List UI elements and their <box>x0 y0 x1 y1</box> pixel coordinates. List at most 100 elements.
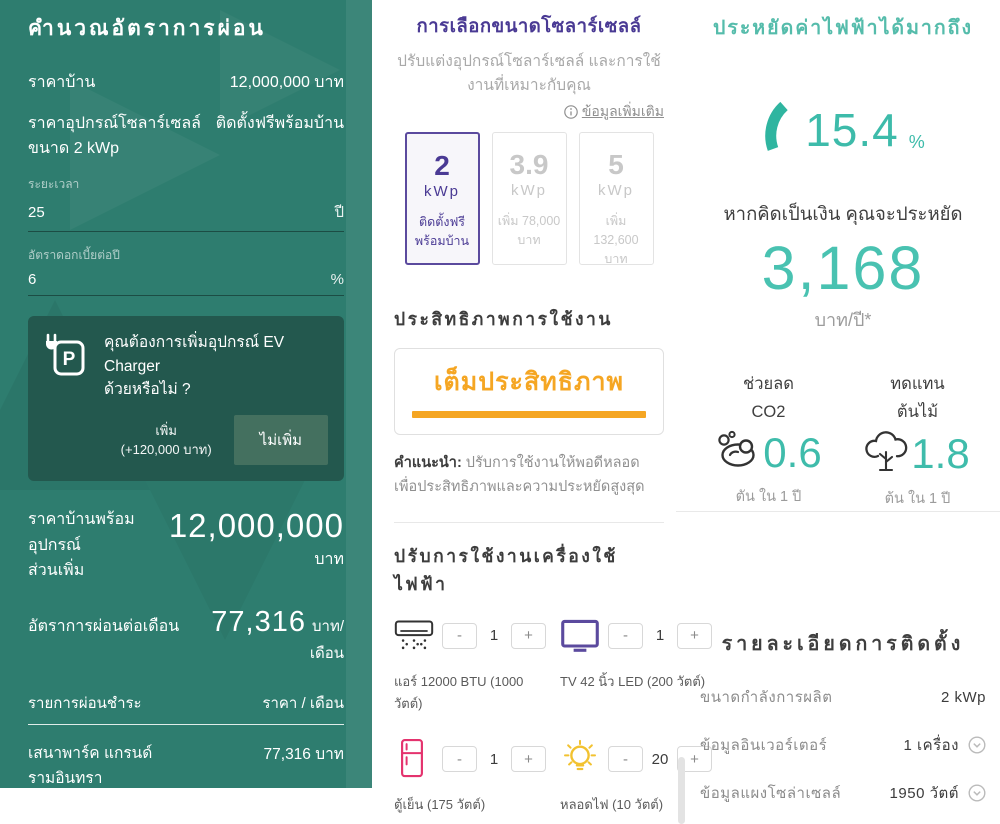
appliance-count: 20 <box>651 750 669 768</box>
installation-details-heading: รายละเอียดการติดตั้ง <box>721 633 965 656</box>
tree-value: 1.8 <box>911 429 970 477</box>
ev-charger-plug-icon: P <box>44 333 90 384</box>
column-item-header: รายการผ่อนชำระ <box>28 694 142 712</box>
panel-title: การเลือกขนาดโซลาร์เซลล์ <box>416 15 642 36</box>
efficiency-tip: คำแนะนำ: ปรับการใช้งานให้พอดีหลอด เพื่อป… <box>394 455 645 495</box>
duration-field-group: ระยะเวลา ปี <box>28 175 344 233</box>
svg-text:P: P <box>63 349 76 370</box>
monthly-installment-label: อัตราการผ่อนต่อเดือน <box>28 617 180 635</box>
house-price-value: 12,000,000 บาท <box>229 74 344 91</box>
size-option-3-9kwp[interactable]: 3.9 kWp เพิ่ม 78,000 บาท <box>491 132 567 266</box>
refrigerator-icon <box>394 739 434 779</box>
appliance-label: หลอดไฟ (10 วัตต์) <box>560 797 664 813</box>
appliance-count: 1 <box>655 627 665 645</box>
appliance-light-bulb: - 20 + หลอดไฟ (10 วัตต์) <box>560 739 712 816</box>
ev-charger-question: คุณต้องการเพิ่มอุปกรณ์ EV Charger ด้วยหร… <box>104 334 285 398</box>
gauge-arc-icon <box>761 99 795 160</box>
installment-table-header: รายการผ่อนชำระ ราคา / เดือน <box>28 691 344 725</box>
appliance-count: 1 <box>489 627 499 645</box>
monthly-installment-row: อัตราการผ่อนต่อเดือน 77,316 บาท/ เดือน <box>28 605 344 662</box>
interest-unit: % <box>330 271 344 289</box>
total-price-label: ราคาบ้านพร้อมอุปกรณ์ ส่วนเพิ่ม <box>28 511 135 580</box>
chevron-down-circle-icon[interactable] <box>968 784 986 802</box>
efficiency-status-box: เต็มประสิทธิภาพ <box>394 348 664 436</box>
installment-calculator-panel: คำนวณอัตราการผ่อน ราคาบ้าน 12,000,000 บา… <box>0 0 372 788</box>
appliance-air-conditioner: - 1 + แอร์ 12000 BTU (1000 วัตต์) <box>394 616 546 715</box>
panel-subtitle: ปรับแต่งอุปกรณ์โซลาร์เซลล์ และการใช้งานท… <box>397 53 661 95</box>
appliance-refrigerator: - 1 + ตู้เย็น (175 วัตต์) <box>394 739 546 816</box>
increment-button[interactable]: + <box>511 746 546 773</box>
divider <box>394 521 664 523</box>
air-conditioner-icon <box>394 616 434 656</box>
appliance-label: ตู้เย็น (175 วัตต์) <box>394 797 486 813</box>
decrement-button[interactable]: - <box>442 746 477 773</box>
detail-row-inverter: ข้อมูลอินเวอร์เตอร์ 1 เครื่อง <box>700 733 986 757</box>
co2-cloud-icon <box>715 428 761 477</box>
savings-summary-panel: ประหยัดค่าไฟฟ้าได้มากถึง 15.4 % หากคิดเป… <box>676 0 1000 824</box>
light-bulb-icon <box>560 739 600 779</box>
decrement-button[interactable]: - <box>608 746 643 773</box>
duration-unit: ปี <box>334 204 344 222</box>
savings-percent-value: 15.4 <box>805 103 899 156</box>
increment-button[interactable]: + <box>511 622 546 649</box>
efficiency-status-text: เต็มประสิทธิภาพ <box>434 368 624 397</box>
size-option-2kwp[interactable]: 2 kWp ติดตั้งฟรี พร้อมบ้าน <box>404 132 480 266</box>
money-savings-heading: หากคิดเป็นเงิน คุณจะประหยัด <box>723 203 963 224</box>
co2-unit: ตัน ใน 1 ปี <box>735 489 802 506</box>
appliance-label: แอร์ 12000 BTU (1000 วัตต์) <box>394 673 524 711</box>
monthly-installment-value: 77,316 <box>211 605 306 638</box>
savings-title: ประหยัดค่าไฟฟ้าได้มากถึง <box>712 17 974 39</box>
size-option-5kwp[interactable]: 5 kWp เพิ่ม 132,600 บาท <box>578 132 654 266</box>
tree-equivalent-stat: ทดแทน ต้นไม้ 1.8 ต้น ใน 1 ปี <box>849 370 986 510</box>
ev-add-option[interactable]: เพิ่ม (+120,000 บาท) <box>120 422 212 458</box>
tv-icon <box>560 616 600 656</box>
column-price-header: ราคา / เดือน <box>262 694 344 712</box>
tree-unit: ต้น ใน 1 ปี <box>884 491 951 508</box>
interest-field-group: อัตราดอกเบี้ยต่อปี % <box>28 246 344 297</box>
money-savings-unit: บาท/ปี* <box>814 310 872 330</box>
solar-equipment-row: ราคาอุปกรณ์โซลาร์เซลล์ ขนาด 2 kWp ติดตั้… <box>28 112 344 162</box>
decrement-button[interactable]: - <box>442 622 477 649</box>
table-row: เสนาพาร์ค แกรนด์ รามอินทรา 77,316 บาท <box>28 744 344 788</box>
duration-label: ระยะเวลา <box>28 177 80 192</box>
solar-equipment-label: ราคาอุปกรณ์โซลาร์เซลล์ ขนาด 2 kWp <box>28 114 201 157</box>
scrollbar-thumb[interactable] <box>678 757 685 824</box>
co2-value: 0.6 <box>763 428 822 476</box>
efficiency-bar <box>412 411 646 419</box>
efficiency-heading: ประสิทธิภาพการใช้งาน <box>394 309 613 330</box>
background-edge-strip <box>346 0 372 788</box>
appliance-grid: - 1 + แอร์ 12000 BTU (1000 วัตต์) - 1 <box>394 616 712 816</box>
environment-stats: ช่วยลด CO2 0.6 ตัน ใน <box>686 370 1000 510</box>
appliance-count: 1 <box>489 750 499 768</box>
size-option-cards: 2 kWp ติดตั้งฟรี พร้อมบ้าน 3.9 kWp เพิ่ม… <box>394 132 664 266</box>
chevron-down-circle-icon[interactable] <box>968 736 986 754</box>
interest-input[interactable] <box>28 271 148 289</box>
house-price-label: ราคาบ้าน <box>28 74 96 91</box>
solar-size-selection-panel: การเลือกขนาดโซลาร์เซลล์ ปรับแต่งอุปกรณ์โ… <box>372 0 712 824</box>
ev-decline-button[interactable]: ไม่เพิ่ม <box>233 415 328 466</box>
appliances-heading: ปรับการใช้งานเครื่องใช้ไฟฟ้า <box>394 545 618 594</box>
total-price-unit: บาท <box>314 551 344 569</box>
appliance-label: TV 42 นิ้ว LED (200 วัตต์) <box>560 673 706 689</box>
solar-equipment-value: ติดตั้งฟรีพร้อมบ้าน <box>215 114 344 132</box>
installation-details-list: ขนาดกำลังการผลิต 2 kWp ข้อมูลอินเวอร์เตอ… <box>686 685 1000 805</box>
panel-title: คำนวณอัตราการผ่อน <box>28 17 266 40</box>
increment-button[interactable]: + <box>677 622 712 649</box>
info-circle-icon <box>564 105 578 122</box>
ev-charger-option-box: P คุณต้องการเพิ่มอุปกรณ์ EV Charger ด้วย… <box>28 316 344 482</box>
percent-sign: % <box>908 132 925 152</box>
total-price-row: ราคาบ้านพร้อมอุปกรณ์ ส่วนเพิ่ม 12,000,00… <box>28 507 344 584</box>
appliance-tv: - 1 + TV 42 นิ้ว LED (200 วัตต์) <box>560 616 712 715</box>
duration-input[interactable] <box>28 204 148 222</box>
co2-reduction-stat: ช่วยลด CO2 0.6 ตัน ใน <box>700 370 837 510</box>
section-divider <box>676 511 1000 512</box>
savings-percent-display: 15.4 % <box>686 99 1000 160</box>
total-price-value: 12,000,000 <box>168 507 344 545</box>
interest-label: อัตราดอกเบี้ยต่อปี <box>28 248 120 263</box>
tree-icon <box>865 428 909 479</box>
money-savings-value: 3,168 <box>761 234 925 302</box>
more-info-link[interactable]: ข้อมูลเพิ่มเติม <box>564 103 664 119</box>
decrement-button[interactable]: - <box>608 622 643 649</box>
detail-row-solar-panel: ข้อมูลแผงโซล่าเซลล์ 1950 วัตต์ <box>700 781 986 805</box>
